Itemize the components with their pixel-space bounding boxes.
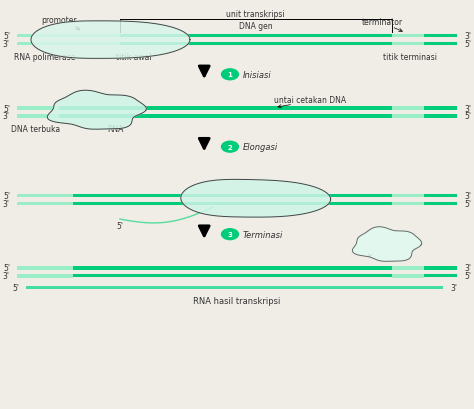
Text: DNA terbuka: DNA terbuka [11,125,60,134]
Text: DNA gen: DNA gen [239,22,273,31]
Text: 5': 5' [117,221,123,230]
Text: Elongasi: Elongasi [243,143,278,152]
Text: 5': 5' [464,272,471,281]
Text: titik terminasi: titik terminasi [383,53,437,62]
Text: 3': 3' [464,32,471,41]
Text: Inisiasi: Inisiasi [243,71,272,80]
Circle shape [221,229,238,240]
Text: 5': 5' [12,283,19,292]
Text: RNA: RNA [107,125,123,134]
Text: 3': 3' [464,104,471,113]
Text: 5': 5' [464,40,471,49]
Polygon shape [181,180,330,218]
Circle shape [221,142,238,153]
Text: 3': 3' [464,264,471,273]
Text: 5': 5' [464,200,471,209]
Text: Terminasi: Terminasi [243,230,283,239]
Polygon shape [47,91,146,130]
Text: titik awal: titik awal [116,53,152,62]
Text: 5': 5' [3,32,10,41]
Text: 5': 5' [464,112,471,121]
Text: 3': 3' [464,191,471,200]
Text: 3': 3' [450,283,457,292]
Text: 3': 3' [3,272,10,281]
Text: 3: 3 [228,231,232,238]
Text: 5': 5' [3,104,10,113]
Text: unit transkripsi: unit transkripsi [227,9,285,18]
Text: promoter: promoter [41,16,77,25]
Circle shape [221,70,238,81]
Polygon shape [352,227,422,262]
Text: 5': 5' [3,191,10,200]
Text: 3': 3' [3,200,10,209]
Text: 2: 2 [228,144,232,151]
Text: 3': 3' [3,40,10,49]
Text: 5': 5' [3,264,10,273]
Text: 3': 3' [3,112,10,121]
Text: RNA polimerase: RNA polimerase [14,53,76,62]
Text: RNA hasil transkripsi: RNA hasil transkripsi [193,296,281,305]
Text: untai cetakan DNA: untai cetakan DNA [274,95,346,104]
Text: 1: 1 [228,72,232,78]
Text: terminator: terminator [362,18,403,27]
Polygon shape [31,22,190,59]
